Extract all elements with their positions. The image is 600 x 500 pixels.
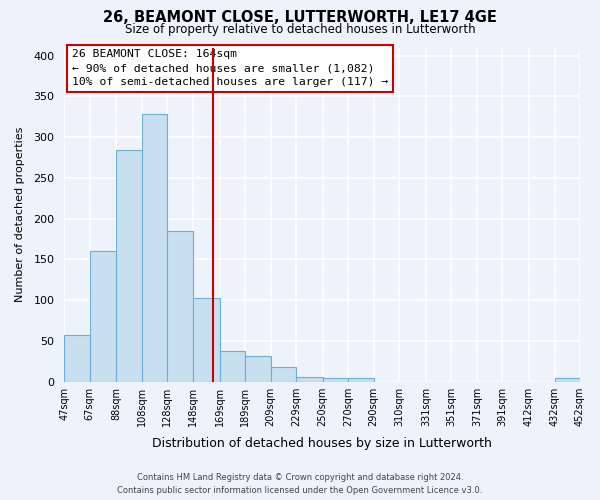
Bar — [554, 378, 580, 382]
Y-axis label: Number of detached properties: Number of detached properties — [15, 127, 25, 302]
Bar — [193, 298, 220, 382]
Bar — [348, 378, 374, 382]
Bar — [142, 114, 167, 382]
Bar — [271, 367, 296, 382]
Bar — [323, 378, 348, 382]
Bar — [89, 252, 116, 382]
X-axis label: Distribution of detached houses by size in Lutterworth: Distribution of detached houses by size … — [152, 437, 492, 450]
Bar — [116, 150, 142, 382]
Text: 26 BEAMONT CLOSE: 164sqm
← 90% of detached houses are smaller (1,082)
10% of sem: 26 BEAMONT CLOSE: 164sqm ← 90% of detach… — [72, 49, 388, 87]
Bar — [64, 335, 89, 382]
Text: 26, BEAMONT CLOSE, LUTTERWORTH, LE17 4GE: 26, BEAMONT CLOSE, LUTTERWORTH, LE17 4GE — [103, 10, 497, 25]
Text: Contains HM Land Registry data © Crown copyright and database right 2024.
Contai: Contains HM Land Registry data © Crown c… — [118, 474, 482, 495]
Bar — [296, 377, 323, 382]
Bar — [220, 352, 245, 382]
Bar — [167, 231, 193, 382]
Bar — [245, 356, 271, 382]
Text: Size of property relative to detached houses in Lutterworth: Size of property relative to detached ho… — [125, 22, 475, 36]
